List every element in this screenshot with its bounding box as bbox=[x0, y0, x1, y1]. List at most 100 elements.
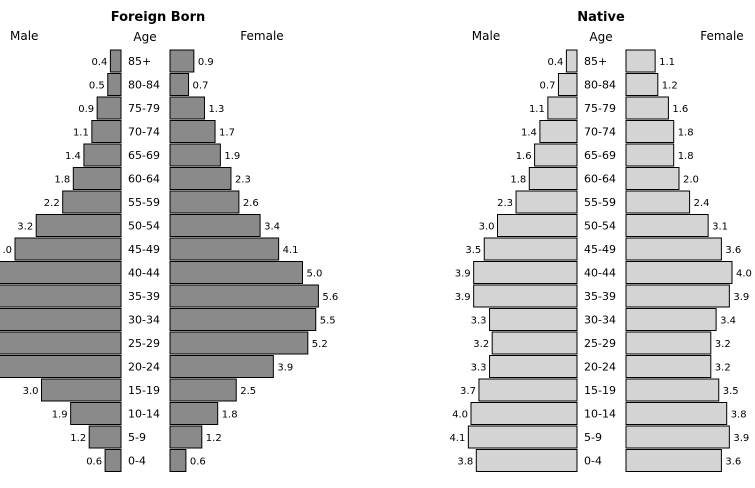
native-male-bar bbox=[473, 284, 578, 308]
foreign-born-male-bar bbox=[109, 49, 122, 73]
foreign-born-female-bar bbox=[169, 49, 195, 73]
native-male-value: 0.7 bbox=[540, 81, 556, 92]
native-age-label: 70-74 bbox=[584, 126, 616, 139]
native-age-label: 35-39 bbox=[584, 290, 616, 303]
foreign-born-age-label: 0-4 bbox=[128, 455, 146, 468]
native-male-header: Male bbox=[472, 29, 500, 43]
foreign-born-age-label: 85+ bbox=[128, 55, 151, 68]
foreign-born-female-value: 1.3 bbox=[208, 104, 224, 115]
foreign-born-male-value: 0.9 bbox=[78, 104, 94, 115]
foreign-born-female-bar bbox=[169, 378, 237, 402]
native-age-label: 60-64 bbox=[584, 173, 616, 186]
foreign-born-age-label: 60-64 bbox=[128, 173, 160, 186]
foreign-born-female-bar bbox=[169, 308, 317, 331]
native-age-label: 75-79 bbox=[584, 102, 616, 115]
foreign-born-female-bar bbox=[169, 214, 261, 237]
foreign-born-female-bar bbox=[169, 449, 187, 472]
foreign-born-male-value: 1.8 bbox=[54, 175, 70, 186]
native-female-bar bbox=[625, 49, 656, 73]
native-female-header: Female bbox=[700, 29, 743, 43]
foreign-born-female-value: 5.6 bbox=[322, 292, 338, 303]
foreign-born-male-value: 2.2 bbox=[44, 198, 60, 209]
native-female-value: 1.6 bbox=[672, 104, 688, 115]
native-age-label: 20-24 bbox=[584, 361, 616, 374]
native-female-bar bbox=[625, 237, 722, 261]
native-female-value: 3.1 bbox=[712, 222, 728, 233]
foreign-born-age-label: 25-29 bbox=[128, 337, 160, 350]
foreign-born-female-header: Female bbox=[240, 29, 283, 43]
native-male-bar bbox=[491, 331, 578, 355]
native-male-bar bbox=[478, 378, 578, 402]
native-female-bar bbox=[625, 449, 722, 472]
native-female-bar bbox=[625, 378, 720, 402]
native-female-value: 1.2 bbox=[662, 81, 678, 92]
native-female-value: 1.1 bbox=[659, 57, 675, 68]
foreign-born-female-bar bbox=[169, 425, 203, 449]
native-age-label: 40-44 bbox=[584, 267, 616, 280]
foreign-born-male-value: 0.6 bbox=[86, 457, 102, 468]
native-male-value: 3.3 bbox=[471, 363, 487, 374]
native-male-value: 4.1 bbox=[449, 433, 465, 444]
native-male-value: 3.8 bbox=[457, 457, 473, 468]
native-female-bar bbox=[625, 402, 728, 425]
foreign-born-male-bar bbox=[70, 402, 122, 425]
foreign-born-female-value: 5.2 bbox=[312, 339, 328, 350]
native-male-bar bbox=[470, 402, 578, 425]
foreign-born-female-bar bbox=[169, 331, 309, 355]
foreign-born-male-value: 3.2 bbox=[17, 222, 33, 233]
foreign-born-male-value: .0 bbox=[2, 245, 12, 256]
native-female-value: 1.8 bbox=[678, 128, 694, 139]
foreign-born-female-value: 5.0 bbox=[307, 269, 323, 280]
foreign-born-male-value: 1.2 bbox=[70, 433, 86, 444]
foreign-born-age-label: 30-34 bbox=[128, 314, 160, 327]
native-female-value: 2.4 bbox=[694, 198, 710, 209]
native-male-value: 3.7 bbox=[460, 386, 476, 397]
native-female-value: 2.0 bbox=[683, 175, 699, 186]
foreign-born-age-label: 15-19 bbox=[128, 384, 160, 397]
foreign-born-male-bar bbox=[83, 143, 122, 167]
native-male-bar bbox=[497, 214, 578, 237]
native-male-bar bbox=[489, 355, 578, 378]
foreign-born-male-bar bbox=[0, 355, 122, 378]
foreign-born-male-value: 3.0 bbox=[23, 386, 39, 397]
native-female-bar bbox=[625, 331, 712, 355]
native-male-bar bbox=[565, 49, 578, 73]
native-female-value: 3.2 bbox=[715, 339, 731, 350]
foreign-born-age-label: 45-49 bbox=[128, 243, 160, 256]
foreign-born-female-value: 1.9 bbox=[224, 151, 240, 162]
foreign-born-male-value: 0.5 bbox=[89, 81, 105, 92]
native-female-bar bbox=[625, 261, 733, 284]
native-male-bar bbox=[475, 449, 578, 472]
native-female-value: 1.8 bbox=[678, 151, 694, 162]
native-male-bar bbox=[467, 425, 578, 449]
foreign-born-age-label: 10-14 bbox=[128, 408, 160, 421]
native-female-bar bbox=[625, 308, 717, 331]
foreign-born-male-value: 1.9 bbox=[52, 410, 68, 421]
foreign-born-male-bar bbox=[91, 120, 122, 143]
foreign-born-male-bar bbox=[41, 378, 122, 402]
native-male-bar bbox=[473, 261, 578, 284]
native-female-bar bbox=[625, 214, 709, 237]
native-age-label: 45-49 bbox=[584, 243, 616, 256]
foreign-born-age-label: 65-69 bbox=[128, 149, 160, 162]
native-male-bar bbox=[534, 143, 578, 167]
native-male-value: 1.8 bbox=[510, 175, 526, 186]
foreign-born-male-bar bbox=[0, 284, 122, 308]
foreign-born-age-label: 20-24 bbox=[128, 361, 160, 374]
native-female-bar bbox=[625, 284, 730, 308]
native-female-bar bbox=[625, 190, 691, 214]
native-female-bar bbox=[625, 355, 712, 378]
foreign-born-female-value: 2.6 bbox=[243, 198, 259, 209]
foreign-born-female-bar bbox=[169, 167, 232, 190]
native-pyramid: Native Male Age Female 85+ 0.4 1.1 80-84 0.7… bbox=[449, 10, 752, 472]
foreign-born-female-bar bbox=[169, 143, 221, 167]
foreign-born-female-bar bbox=[169, 261, 303, 284]
foreign-born-female-value: 0.7 bbox=[193, 81, 209, 92]
foreign-born-female-bar bbox=[169, 284, 319, 308]
foreign-born-female-value: 1.2 bbox=[206, 433, 222, 444]
native-female-bar bbox=[625, 143, 675, 167]
foreign-born-female-value: 4.1 bbox=[283, 245, 299, 256]
native-female-value: 3.2 bbox=[715, 363, 731, 374]
foreign-born-male-value: 0.4 bbox=[91, 57, 107, 68]
native-age-label: 0-4 bbox=[584, 455, 602, 468]
